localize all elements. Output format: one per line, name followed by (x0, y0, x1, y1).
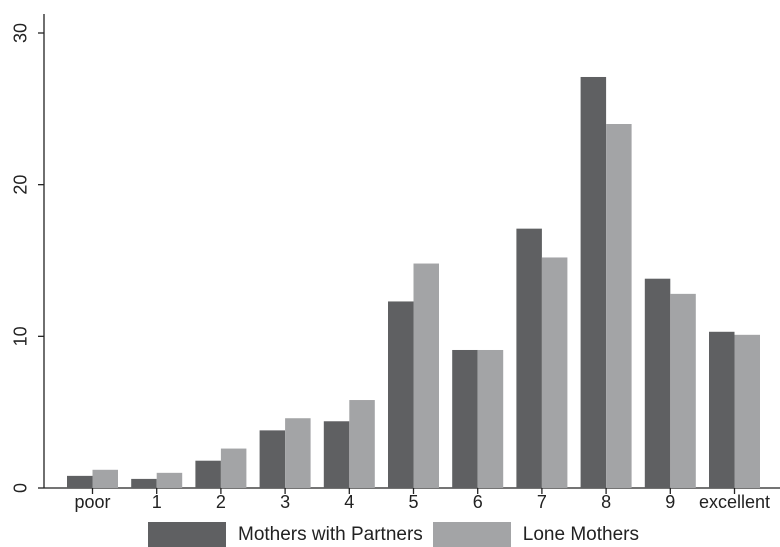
y-tick-label-0: 0 (10, 483, 30, 493)
y-tick-label-30: 30 (10, 23, 30, 43)
bar-lone-mothers-excellent (734, 334, 760, 488)
bar-mothers-with-partners-7 (516, 228, 542, 488)
bar-lone-mothers-1 (156, 472, 183, 488)
bar-lone-mothers-3 (285, 418, 311, 488)
x-tick-label-8: 8 (601, 492, 611, 512)
x-tick-label-9: 9 (665, 492, 675, 512)
bar-chart: 0 10 20 30 poor 1 2 3 4 5 6 7 8 9 excellent (10, 14, 780, 512)
legend-item-lone-mothers: Lone Mothers (432, 522, 649, 547)
bar-mothers-with-partners-3 (259, 430, 286, 488)
legend-swatch-lone-mothers (432, 522, 511, 547)
bar-lone-mothers-4 (349, 400, 375, 488)
legend-label-lone-mothers: Lone Mothers (522, 523, 639, 545)
x-tick-label-excellent: excellent (699, 492, 770, 512)
bar-mothers-with-partners-poor (67, 475, 93, 488)
bar-lone-mothers-poor (92, 469, 118, 488)
bar-mothers-with-partners-9 (644, 278, 671, 488)
x-tick-label-3: 3 (280, 492, 290, 512)
y-tick-label-10: 10 (10, 326, 30, 346)
bar-mothers-with-partners-excellent (709, 331, 735, 488)
bar-lone-mothers-8 (606, 124, 632, 488)
x-tick-label-7: 7 (537, 492, 547, 512)
bar-lone-mothers-6 (477, 349, 504, 488)
bar-mothers-with-partners-6 (452, 349, 478, 488)
bar-lone-mothers-5 (413, 263, 439, 488)
legend-label-mothers-with-partners: Mothers with Partners (238, 523, 423, 545)
x-tick-label-2: 2 (216, 492, 226, 512)
x-tick-label-1: 1 (152, 492, 162, 512)
bar-mothers-with-partners-4 (323, 421, 350, 488)
y-tick-label-20: 20 (10, 175, 30, 195)
bar-mothers-with-partners-8 (580, 76, 607, 488)
legend: Mothers with Partners Lone Mothers (148, 522, 649, 547)
bar-mothers-with-partners-5 (388, 301, 414, 488)
x-tick-label-poor: poor (74, 492, 110, 512)
bar-lone-mothers-7 (541, 257, 568, 488)
x-tick-label-5: 5 (408, 492, 418, 512)
x-tick-label-6: 6 (473, 492, 483, 512)
bar-lone-mothers-2 (220, 448, 247, 488)
bar-lone-mothers-9 (670, 293, 696, 488)
x-tick-label-4: 4 (344, 492, 354, 512)
legend-item-mothers-with-partners: Mothers with Partners (148, 522, 433, 547)
legend-swatch-mothers-with-partners (148, 522, 226, 547)
bar-mothers-with-partners-2 (195, 460, 221, 488)
bar-mothers-with-partners-1 (131, 478, 157, 488)
